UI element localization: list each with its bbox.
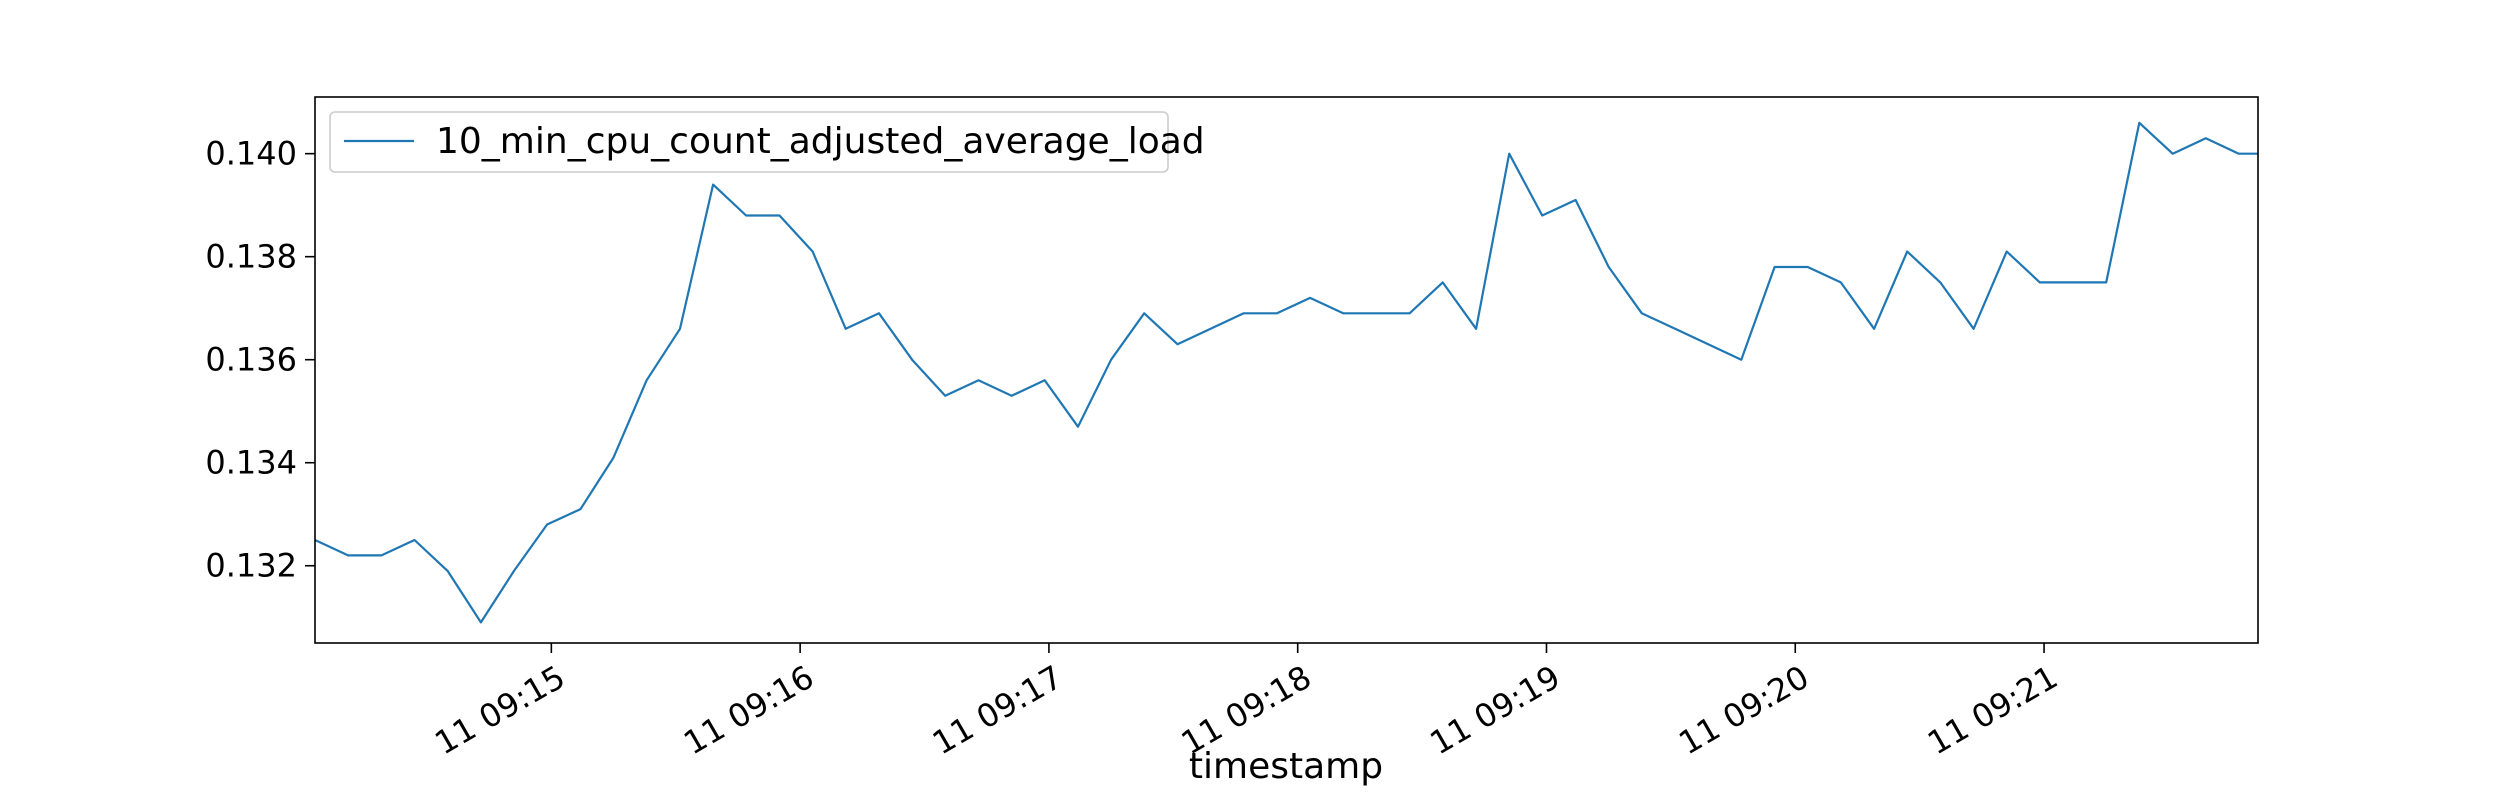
legend: 10_min_cpu_count_adjusted_average_load [329, 111, 1205, 173]
plot-series [314, 121, 2258, 624]
series-line-0 [314, 121, 2258, 624]
legend-box [329, 111, 1169, 173]
y-tick-label: 0.132 [205, 547, 297, 585]
plot-frame [314, 96, 2259, 644]
legend-label: 10_min_cpu_count_adjusted_average_load [436, 121, 1205, 162]
y-tick-label: 0.136 [205, 341, 297, 379]
x-axis-title: timestamp [1189, 746, 1383, 787]
y-axis-ticks: 0.132 0.134 0.136 0.138 0.140 [205, 135, 315, 585]
y-tick-label: 0.138 [205, 238, 297, 276]
y-tick-label: 0.140 [205, 135, 297, 173]
y-tick-label: 0.134 [205, 444, 297, 482]
